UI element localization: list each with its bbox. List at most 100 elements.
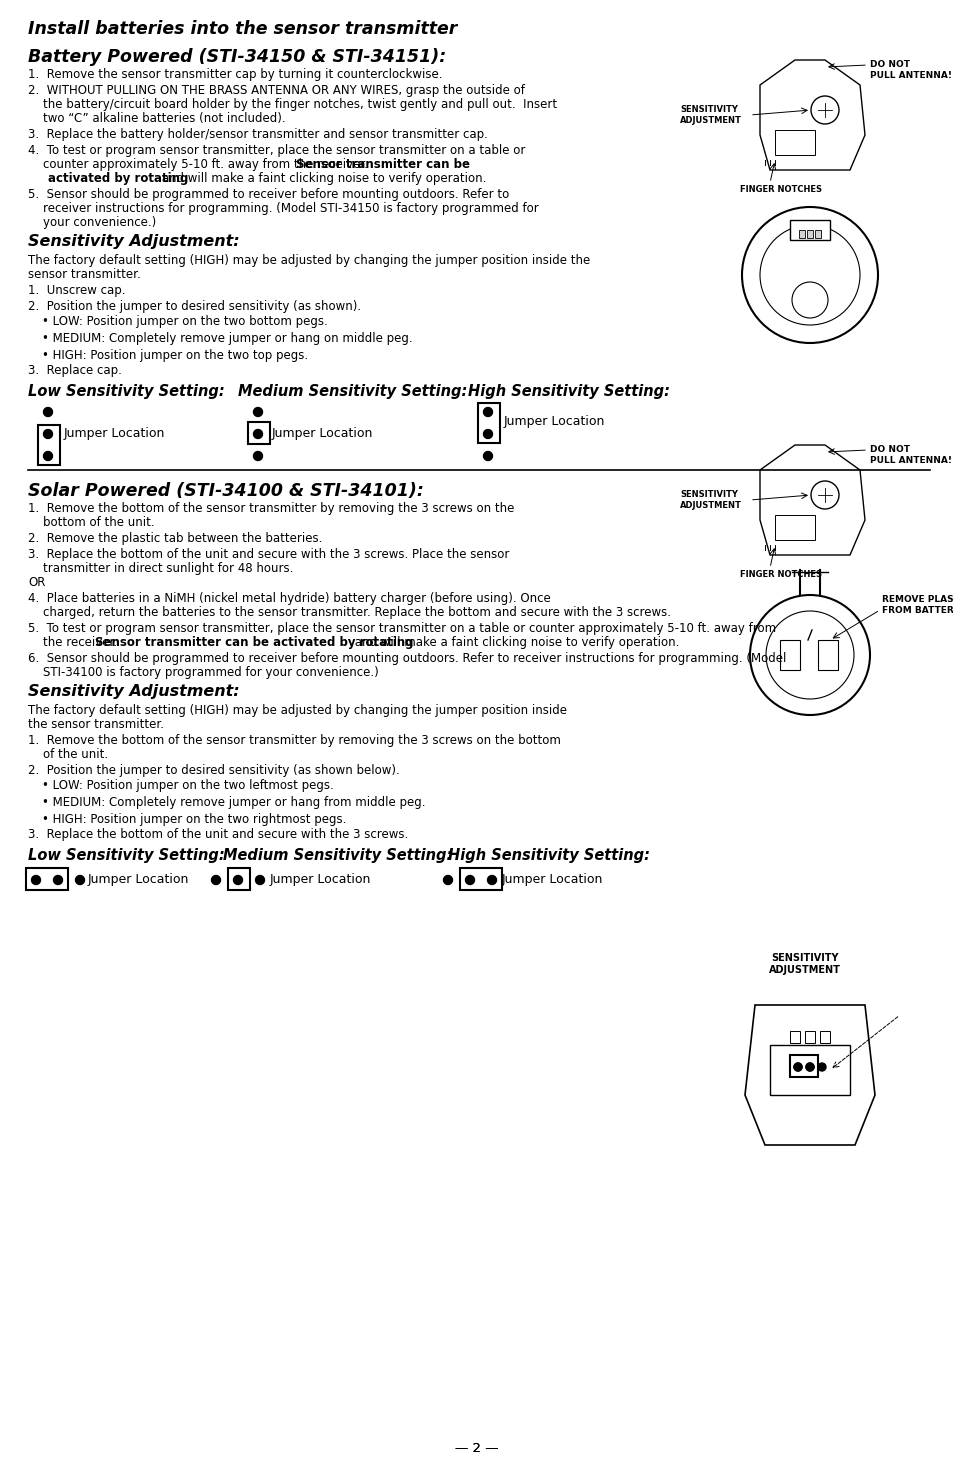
Text: The factory default setting (HIGH) may be adjusted by changing the jumper positi: The factory default setting (HIGH) may b… [28,704,566,717]
Text: • LOW: Position jumper on the two bottom pegs.: • LOW: Position jumper on the two bottom… [42,316,328,327]
Bar [774,130,814,155]
Circle shape [483,429,492,438]
Bar [26,867,68,889]
Bar [804,1031,814,1043]
Text: counter approximately 5-10 ft. away from the receiver.: counter approximately 5-10 ft. away from… [28,158,372,171]
Bar [817,640,837,670]
Text: 3.  Replace cap.: 3. Replace cap. [28,364,122,378]
Text: Jumper Location: Jumper Location [272,428,373,441]
Text: 4.  Place batteries in a NiMH (nickel metal hydride) battery charger (before usi: 4. Place batteries in a NiMH (nickel met… [28,591,550,605]
Text: • LOW: Position jumper on the two leftmost pegs.: • LOW: Position jumper on the two leftmo… [42,779,334,792]
Text: 2.  Remove the plastic tab between the batteries.: 2. Remove the plastic tab between the ba… [28,532,322,544]
Circle shape [443,876,452,885]
Text: • HIGH: Position jumper on the two rightmost pegs.: • HIGH: Position jumper on the two right… [42,813,346,826]
Bar [774,515,814,540]
Text: Sensor transmitter can be activated by rotating: Sensor transmitter can be activated by r… [95,636,413,649]
Text: Medium Sensitivity Setting:: Medium Sensitivity Setting: [237,384,467,400]
Text: High Sensitivity Setting:: High Sensitivity Setting: [468,384,669,400]
Text: Jumper Location: Jumper Location [270,873,371,886]
Text: Low Sensitivity Setting:: Low Sensitivity Setting: [28,384,225,400]
Text: 1.  Remove the bottom of the sensor transmitter by removing the 3 screws on the: 1. Remove the bottom of the sensor trans… [28,502,514,515]
Bar [780,640,800,670]
Text: Solar Powered (STI-34100 & STI-34101):: Solar Powered (STI-34100 & STI-34101): [28,482,423,500]
Circle shape [44,407,52,416]
Text: High Sensitivity Setting:: High Sensitivity Setting: [448,848,649,863]
Circle shape [483,407,492,416]
Circle shape [253,429,262,438]
Text: • MEDIUM: Completely remove jumper or hang from middle peg.: • MEDIUM: Completely remove jumper or ha… [42,796,425,808]
Text: receiver instructions for programming. (Model STI-34150 is factory programmed fo: receiver instructions for programming. (… [28,202,538,215]
Text: the battery/circuit board holder by the finger notches, twist gently and pull ou: the battery/circuit board holder by the … [28,97,557,111]
Bar [477,403,499,442]
Circle shape [483,451,492,460]
Bar [789,1031,800,1043]
Text: 3.  Replace the bottom of the unit and secure with the 3 screws. Place the senso: 3. Replace the bottom of the unit and se… [28,549,509,560]
Bar [814,230,821,237]
Circle shape [793,1063,801,1071]
Text: 1.  Remove the bottom of the sensor transmitter by removing the 3 screws on the : 1. Remove the bottom of the sensor trans… [28,735,560,746]
Text: SENSITIVITY
ADJUSTMENT: SENSITIVITY ADJUSTMENT [679,105,741,125]
Bar [248,422,270,444]
Circle shape [805,1063,813,1071]
Circle shape [212,876,220,885]
Text: STI-34100 is factory programmed for your convenience.): STI-34100 is factory programmed for your… [28,667,378,678]
Text: charged, return the batteries to the sensor transmitter. Replace the bottom and : charged, return the batteries to the sen… [28,606,670,619]
Circle shape [75,876,85,885]
Text: Jumper Location: Jumper Location [88,873,190,886]
Text: the receiver.: the receiver. [28,636,121,649]
Text: 5.  Sensor should be programmed to receiver before mounting outdoors. Refer to: 5. Sensor should be programmed to receiv… [28,187,509,201]
Circle shape [487,876,496,885]
Text: Low Sensitivity Setting:: Low Sensitivity Setting: [28,848,225,863]
Circle shape [253,451,262,460]
Text: • MEDIUM: Completely remove jumper or hang on middle peg.: • MEDIUM: Completely remove jumper or ha… [42,332,413,345]
Text: your convenience.): your convenience.) [28,215,156,229]
Text: FINGER NOTCHES: FINGER NOTCHES [740,569,821,580]
Circle shape [805,1063,813,1071]
Text: — 2 —: — 2 — [455,1443,498,1454]
Text: The factory default setting (HIGH) may be adjusted by changing the jumper positi: The factory default setting (HIGH) may b… [28,254,590,267]
Bar [789,1055,817,1077]
Text: 5.  To test or program sensor transmitter, place the sensor transmitter on a tab: 5. To test or program sensor transmitter… [28,622,776,636]
Circle shape [465,876,474,885]
Text: Battery Powered (STI-34150 & STI-34151):: Battery Powered (STI-34150 & STI-34151): [28,49,446,66]
Text: 3.  Replace the battery holder/sensor transmitter and sensor transmitter cap.: 3. Replace the battery holder/sensor tra… [28,128,487,142]
Text: OR: OR [28,577,46,589]
Bar [459,867,501,889]
Text: SENSITIVITY
ADJUSTMENT: SENSITIVITY ADJUSTMENT [679,490,741,510]
Circle shape [793,1063,801,1071]
Bar [38,425,60,465]
Text: • HIGH: Position jumper on the two top pegs.: • HIGH: Position jumper on the two top p… [42,350,308,361]
Text: the sensor transmitter.: the sensor transmitter. [28,718,164,732]
Text: 1.  Remove the sensor transmitter cap by turning it counterclockwise.: 1. Remove the sensor transmitter cap by … [28,68,442,81]
Text: 6.  Sensor should be programmed to receiver before mounting outdoors. Refer to r: 6. Sensor should be programmed to receiv… [28,652,785,665]
Circle shape [817,1063,825,1071]
Text: REMOVE PLASTIC TAB
FROM BATTERIES: REMOVE PLASTIC TAB FROM BATTERIES [882,596,953,615]
Text: Jumper Location: Jumper Location [503,414,605,428]
Text: — 2 —: — 2 — [455,1443,498,1454]
Text: and will make a faint clicking noise to verify operation.: and will make a faint clicking noise to … [158,173,486,184]
Text: 2.  Position the jumper to desired sensitivity (as shown).: 2. Position the jumper to desired sensit… [28,299,361,313]
Bar [769,1044,849,1094]
Text: Medium Sensitivity Setting:: Medium Sensitivity Setting: [223,848,452,863]
Text: of the unit.: of the unit. [28,748,108,761]
Text: 2.  Position the jumper to desired sensitivity (as shown below).: 2. Position the jumper to desired sensit… [28,764,399,777]
Bar [820,1031,829,1043]
Text: sensor transmitter.: sensor transmitter. [28,268,141,282]
Text: Sensor transmitter can be: Sensor transmitter can be [295,158,470,171]
Bar [806,230,812,237]
Text: Sensitivity Adjustment:: Sensitivity Adjustment: [28,684,239,699]
Text: SENSITIVITY
ADJUSTMENT: SENSITIVITY ADJUSTMENT [768,953,840,975]
Text: 4.  To test or program sensor transmitter, place the sensor transmitter on a tab: 4. To test or program sensor transmitter… [28,145,525,156]
Text: Jumper Location: Jumper Location [64,428,165,441]
Text: two “C” alkaline batteries (not included).: two “C” alkaline batteries (not included… [28,112,285,125]
Circle shape [253,407,262,416]
Text: bottom of the unit.: bottom of the unit. [28,516,154,530]
Circle shape [255,876,264,885]
Text: transmitter in direct sunlight for 48 hours.: transmitter in direct sunlight for 48 ho… [28,562,294,575]
Text: FINGER NOTCHES: FINGER NOTCHES [740,184,821,195]
Text: 1.  Unscrew cap.: 1. Unscrew cap. [28,285,126,296]
Bar [228,867,250,889]
Text: activated by rotating: activated by rotating [48,173,188,184]
Circle shape [31,876,40,885]
Bar [789,220,829,240]
